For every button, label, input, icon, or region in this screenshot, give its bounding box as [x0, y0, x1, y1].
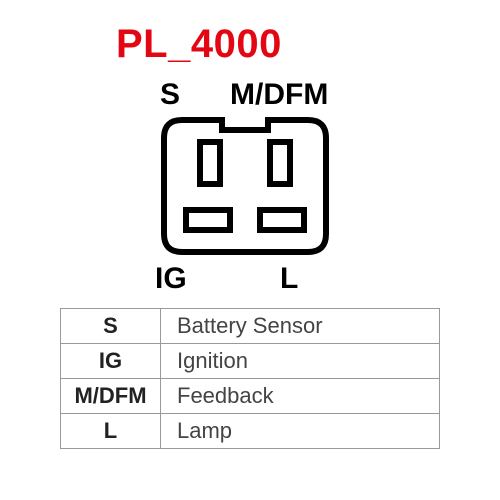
legend-desc: Battery Sensor	[161, 309, 440, 344]
legend-table: S Battery Sensor IG Ignition M/DFM Feedb…	[60, 308, 440, 449]
legend-code: M/DFM	[61, 379, 161, 414]
legend-code: IG	[61, 344, 161, 379]
table-row: L Lamp	[61, 414, 440, 449]
legend-code: L	[61, 414, 161, 449]
connector-diagram: S M/DFM IG L	[0, 70, 500, 300]
pin-label-mdfm: M/DFM	[230, 78, 328, 112]
table-row: S Battery Sensor	[61, 309, 440, 344]
legend-code: S	[61, 309, 161, 344]
legend-desc: Feedback	[161, 379, 440, 414]
pin-label-l: L	[280, 262, 298, 296]
legend-desc: Ignition	[161, 344, 440, 379]
legend-desc: Lamp	[161, 414, 440, 449]
connector-title: PL_4000	[116, 22, 282, 67]
table-row: IG Ignition	[61, 344, 440, 379]
connector-svg	[160, 116, 330, 256]
pin-label-s: S	[160, 78, 180, 112]
connector-outline	[160, 116, 330, 256]
pin-label-ig: IG	[155, 262, 187, 296]
table-row: M/DFM Feedback	[61, 379, 440, 414]
